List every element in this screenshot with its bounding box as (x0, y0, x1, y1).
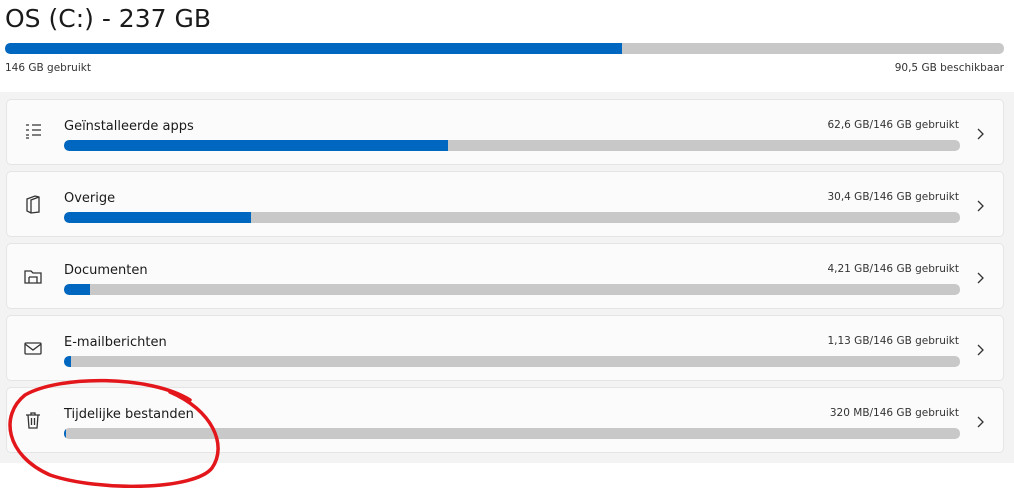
chevron (977, 128, 984, 140)
category-bar (64, 356, 960, 367)
categories-panel: Geïnstalleerde apps 62,6 GB/146 GB gebrui… (0, 92, 1014, 463)
category-usage: 4,21 GB/146 GB gebruikt (827, 263, 959, 275)
chevron (977, 272, 984, 284)
category-row[interactable]: Geïnstalleerde apps 62,6 GB/146 GB gebrui… (6, 99, 1004, 165)
category-bar (64, 212, 960, 223)
category-row[interactable]: E-mailberichten 1,13 GB/146 GB gebruikt (6, 315, 1004, 381)
chevron (977, 344, 984, 356)
used-label: 146 GB gebruikt (5, 62, 91, 74)
category-usage: 62,6 GB/146 GB gebruikt (827, 119, 959, 131)
category-icon (26, 195, 40, 214)
category-icon (26, 412, 40, 429)
category-row[interactable]: Overige 30,4 GB/146 GB gebruikt (6, 171, 1004, 237)
category-name: Geïnstalleerde apps (64, 119, 194, 134)
category-bar-fill (64, 284, 90, 295)
category-bar (64, 140, 960, 151)
category-icon (24, 270, 42, 284)
category-row[interactable]: Documenten 4,21 GB/146 GB gebruikt (6, 243, 1004, 309)
drive-title: OS (C:) - 237 GB (5, 4, 211, 33)
category-usage: 1,13 GB/146 GB gebruikt (827, 335, 959, 347)
category-bar (64, 284, 960, 295)
category-icon (26, 124, 41, 139)
category-bar-fill (64, 356, 71, 367)
drive-usage-bar (5, 43, 1004, 54)
category-name: Tijdelijke bestanden (64, 407, 194, 422)
category-bar-fill (64, 428, 66, 439)
category-bar (64, 428, 960, 439)
category-bar-fill (64, 140, 449, 151)
chevron (977, 416, 984, 428)
category-usage: 30,4 GB/146 GB gebruikt (827, 191, 959, 203)
category-name: E-mailberichten (64, 335, 167, 350)
category-bar-fill (64, 212, 251, 223)
category-name: Overige (64, 191, 116, 206)
drive-usage-fill (5, 43, 622, 54)
category-usage: 320 MB/146 GB gebruikt (829, 407, 959, 419)
category-name: Documenten (64, 263, 148, 278)
category-row[interactable]: Tijdelijke bestanden 320 MB/146 GB gebrui… (6, 387, 1004, 453)
category-icon (24, 342, 42, 355)
free-label: 90,5 GB beschikbaar (894, 62, 1004, 74)
chevron (977, 200, 984, 212)
